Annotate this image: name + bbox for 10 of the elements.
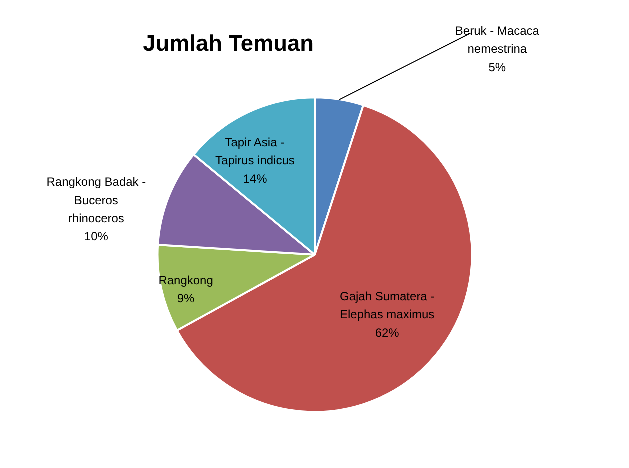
slice-label: Beruk - Macaca nemestrina (455, 24, 540, 56)
chart-title: Jumlah Temuan (143, 30, 314, 56)
data-label: 62% (375, 326, 400, 340)
data-label: 10% (84, 230, 109, 244)
data-label: 14% (243, 172, 268, 186)
data-label: 9% (177, 292, 196, 306)
data-label: 5% (488, 60, 506, 74)
slice-label: Rangkong Badak - Buceros rhinoceros (46, 175, 146, 226)
slice-label: Tapir Asia - Tapirus indicus (216, 135, 295, 168)
slice-label: Gajah Sumatera - Elephas maximus (340, 289, 435, 322)
